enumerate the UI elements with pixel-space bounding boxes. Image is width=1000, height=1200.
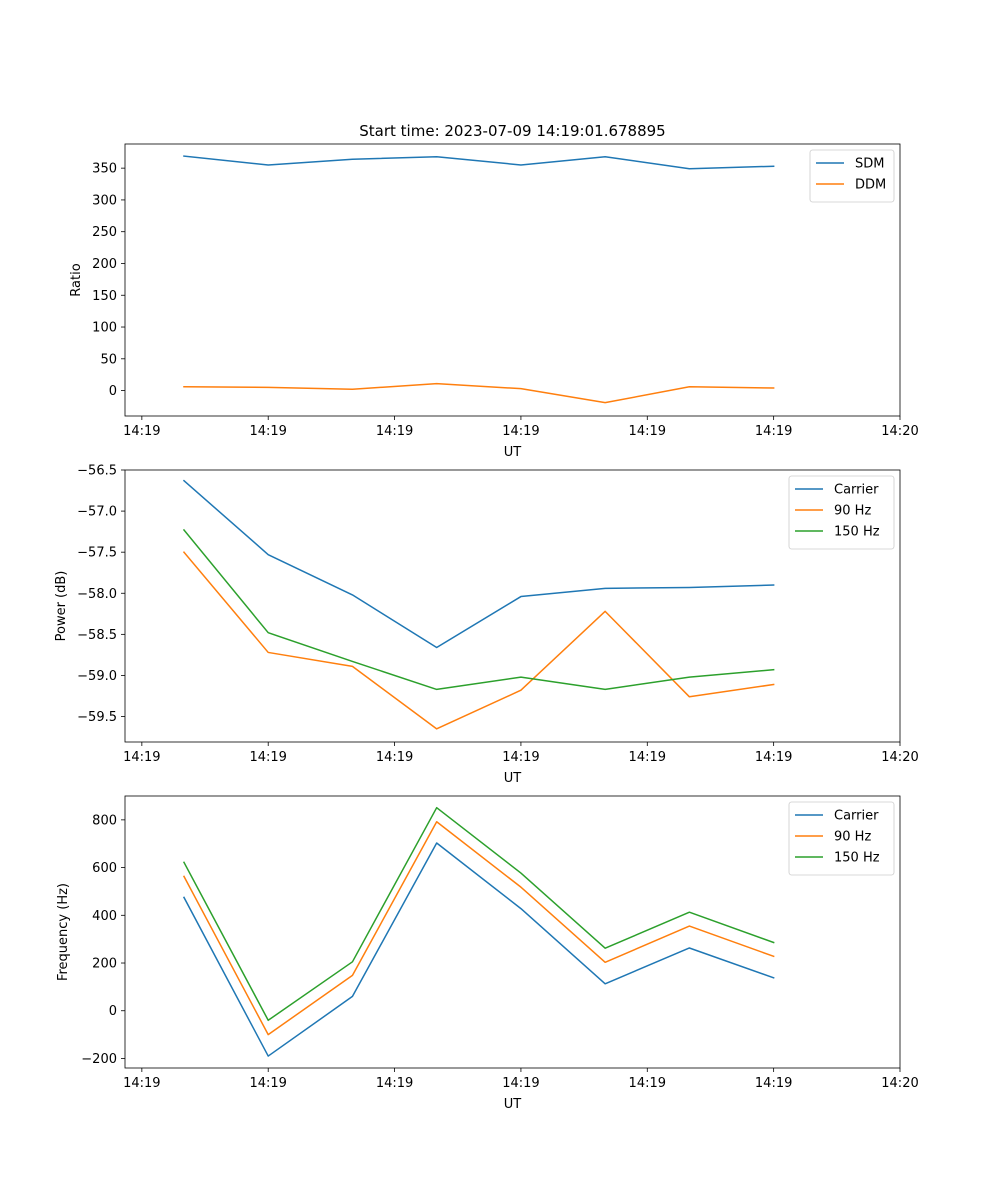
x-tick-label: 14:19: [123, 750, 160, 765]
x-tick-label: 14:19: [755, 1076, 792, 1091]
y-tick-label: 50: [100, 352, 117, 367]
x-tick-label: 14:19: [123, 1076, 160, 1091]
legend-label: 150 Hz: [834, 851, 880, 866]
series-line-150-hz: [182, 806, 775, 1022]
figure-title: Start time: 2023-07-09 14:19:01.678895: [359, 122, 665, 140]
x-tick-label: 14:20: [881, 424, 918, 439]
y-tick-label: −57.0: [77, 505, 117, 520]
y-tick-label: −57.5: [77, 546, 117, 561]
axes-frame: [124, 469, 901, 743]
y-tick-label: 250: [92, 225, 117, 240]
x-tick-label: 14:20: [881, 750, 918, 765]
x-axis-label: UT: [504, 1097, 522, 1112]
legend-label: Carrier: [834, 809, 879, 824]
y-axis-label: Frequency (Hz): [56, 883, 71, 981]
x-tick-label: 14:19: [123, 424, 160, 439]
y-tick-label: 200: [92, 957, 117, 972]
y-tick-label: −59.5: [77, 710, 117, 725]
x-tick-label: 14:19: [755, 750, 792, 765]
series-line-ddm: [183, 382, 775, 404]
plots: 14:19 14:19 14:19 14:19 14:19 14:19 14:20 0 50 10…: [54, 143, 919, 1112]
series-line-sdm: [183, 155, 775, 170]
legend: Carrier 90 Hz 150 Hz: [788, 475, 895, 550]
x-tick-label: 14:19: [629, 1076, 666, 1091]
x-tick-label: 14:19: [502, 1076, 539, 1091]
y-tick-label: 0: [109, 1004, 117, 1019]
legend: Carrier 90 Hz 150 Hz: [788, 801, 895, 876]
y-tick-label: 150: [92, 289, 117, 304]
y-tick-label: 100: [92, 321, 117, 336]
x-tick-label: 14:19: [249, 424, 286, 439]
x-tick-label: 14:19: [249, 750, 286, 765]
y-tick-label: 200: [92, 257, 117, 272]
series-line-carrier: [182, 842, 775, 1057]
y-tick-label: 0: [109, 384, 117, 399]
y-tick-label: −56.5: [77, 464, 117, 479]
series-line-90-hz: [182, 821, 775, 1036]
x-tick-label: 14:19: [755, 424, 792, 439]
y-tick-label: 400: [92, 909, 117, 924]
x-tick-label: 14:20: [881, 1076, 918, 1091]
x-tick-label: 14:19: [376, 424, 413, 439]
legend: SDM DDM: [809, 149, 895, 203]
series-line-90-hz: [182, 551, 775, 730]
series-line-150-hz: [182, 528, 775, 691]
axes-frame: [124, 795, 901, 1069]
x-tick-label: 14:19: [249, 1076, 286, 1091]
legend-label: Carrier: [834, 483, 879, 498]
legend-label: SDM: [855, 157, 884, 172]
x-tick-label: 14:19: [376, 750, 413, 765]
x-axis-label: UT: [504, 771, 522, 786]
subplot-3: 14:19 14:19 14:19 14:19 14:19 14:19 14:20 −200 0…: [56, 795, 919, 1112]
legend-label: DDM: [855, 178, 886, 193]
subplot-1: 14:19 14:19 14:19 14:19 14:19 14:19 14:20 0 50 10…: [69, 143, 919, 460]
series-line-carrier: [182, 479, 775, 649]
legend-label: 90 Hz: [834, 830, 871, 845]
y-tick-label: 350: [92, 162, 117, 177]
axes-frame: [124, 143, 901, 417]
y-tick-label: −58.0: [77, 587, 117, 602]
x-tick-label: 14:19: [376, 1076, 413, 1091]
y-tick-label: −58.5: [77, 628, 117, 643]
y-axis-label: Ratio: [69, 263, 84, 296]
y-tick-label: 300: [92, 193, 117, 208]
y-tick-label: 800: [92, 813, 117, 828]
x-axis-label: UT: [504, 445, 522, 460]
legend-label: 150 Hz: [834, 525, 880, 540]
x-tick-label: 14:19: [502, 750, 539, 765]
x-tick-label: 14:19: [629, 750, 666, 765]
subplot-2: 14:19 14:19 14:19 14:19 14:19 14:19 14:20 −59.5…: [54, 464, 919, 787]
x-tick-label: 14:19: [502, 424, 539, 439]
x-tick-label: 14:19: [629, 424, 666, 439]
y-tick-label: 600: [92, 861, 117, 876]
legend-label: 90 Hz: [834, 504, 871, 519]
y-tick-label: −200: [81, 1052, 117, 1067]
y-axis-label: Power (dB): [54, 571, 69, 642]
y-tick-label: −59.0: [77, 669, 117, 684]
